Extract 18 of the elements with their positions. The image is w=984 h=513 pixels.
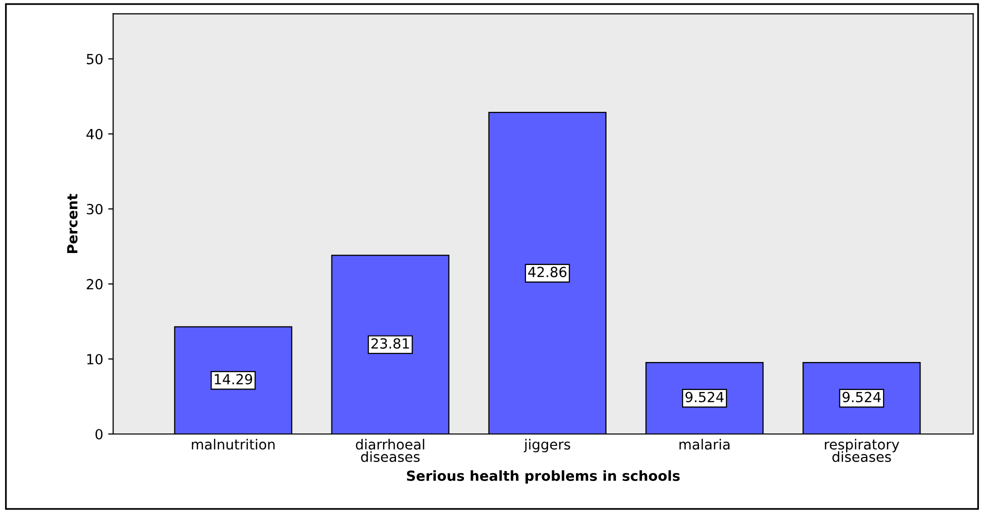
x-tick-label: malnutrition (192, 438, 275, 450)
data-label: 23.81 (371, 338, 409, 349)
y-tick-label: 0 (96, 428, 103, 440)
x-tick-label: malaria (680, 438, 730, 450)
data-label: 14.29 (214, 374, 252, 384)
y-tick-label: 40 (86, 128, 103, 140)
y-tick-label: 10 (87, 354, 103, 364)
y-tick-label: 30 (86, 204, 103, 214)
y-tick-label: 20 (86, 278, 103, 290)
y-tick-label: 50 (86, 54, 103, 64)
data-label: 9.524 (686, 392, 724, 402)
x-tick-label: respiratory diseases (824, 438, 900, 462)
x-axis-title: Serious health problems in schools (406, 470, 680, 484)
x-tick-label: jiggers (524, 438, 570, 452)
y-axis-title: Percent (67, 194, 78, 253)
x-tick-label: diarrhoeal diseases (356, 438, 424, 462)
data-label: 42.86 (528, 266, 566, 278)
data-label: 9.524 (842, 392, 881, 402)
